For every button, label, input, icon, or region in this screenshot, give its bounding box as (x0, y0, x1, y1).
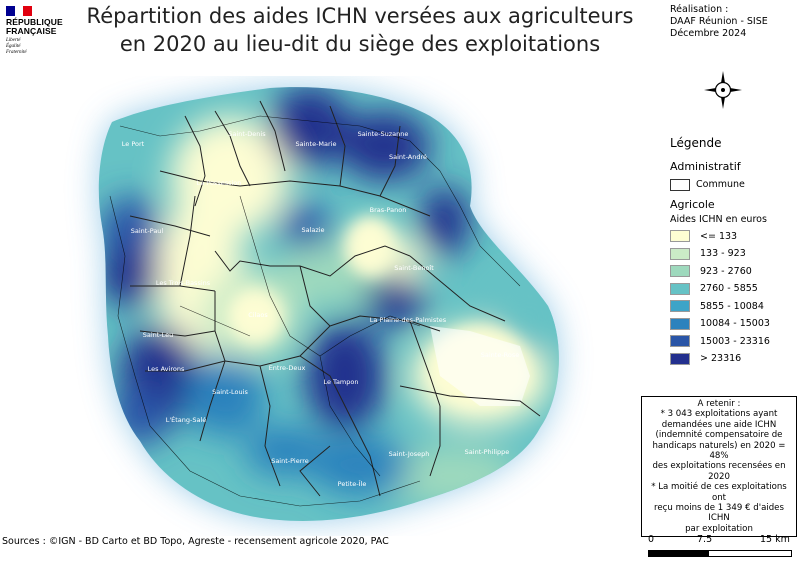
credit-line1: Réalisation : (670, 4, 729, 15)
sources-text: Sources : ©IGN - BD Carto et BD Topo, Ag… (2, 536, 389, 547)
legend-swatch (670, 352, 690, 365)
commune-label-le-tampon: Le Tampon (323, 378, 358, 386)
commune-label-saint-louis: Saint-Louis (212, 388, 248, 396)
commune-label-saint-denis: Saint-Denis (228, 130, 266, 138)
commune-label-le-port: Le Port (122, 140, 145, 148)
legend-class-label: 10084 - 15003 (700, 318, 770, 330)
scale-segment-2 (708, 550, 792, 557)
commune-swatch (670, 178, 690, 191)
legend-class-row: 5855 - 10084 (670, 298, 798, 316)
scale-label-mid: 7.5 (697, 534, 713, 545)
legend-class-label: > 23316 (700, 353, 742, 365)
legend-swatch (670, 265, 690, 278)
commune-label-la-plaine-des-palmistes: La Plaine-des-Palmistes (370, 316, 447, 324)
legend-class-label: 133 - 923 (700, 248, 746, 260)
motto-fraternite: Fraternité (6, 50, 27, 55)
commune-label-saint-paul: Saint-Paul (131, 227, 164, 235)
road-network (109, 115, 521, 507)
legend-class-row: <= 133 (670, 228, 798, 246)
legend-title: Légende (670, 136, 722, 150)
legend-classes: <= 133 133 - 923 923 - 2760 2760 - 5855 5855… (670, 228, 798, 368)
legend-class-label: 923 - 2760 (700, 265, 752, 277)
commune-label-salazie: Salazie (301, 226, 324, 234)
scale-label-end: 15 km (760, 534, 790, 545)
commune-label-bras-panon: Bras-Panon (370, 206, 407, 214)
legend-aid-label: Aides ICHN en euros (670, 213, 767, 225)
scale-label-0: 0 (648, 534, 655, 545)
scale-segment-1 (648, 550, 708, 557)
legend-class-row: > 23316 (670, 350, 798, 368)
commune-label-petite-ile: Petite-Île (338, 479, 367, 488)
commune-label-saint-leu: Saint-Leu (143, 331, 174, 339)
commune-label-saint-andre: Saint-André (389, 153, 427, 161)
credit-block: Réalisation : DAAF Réunion - SISE Décemb… (670, 4, 768, 40)
commune-label-sainte-suzanne: Sainte-Suzanne (358, 130, 409, 138)
logo-name-line2: FRANÇAISE (6, 26, 57, 36)
legend-swatch (670, 247, 690, 260)
scale-bar: 0 7.5 15 km (648, 534, 798, 564)
legend-class-label: 15003 - 23316 (700, 335, 770, 347)
commune-label-saint-pierre: Saint-Pierre (271, 457, 309, 465)
legend-swatch (670, 335, 690, 348)
commune-label-la-possession: La Possession (197, 179, 242, 187)
legend-commune-label: Commune (696, 179, 745, 191)
note-line4: (indemnité compensatoire de (655, 430, 783, 441)
legend-class-row: 10084 - 15003 (670, 315, 798, 333)
legend-commune-row: Commune (670, 176, 798, 194)
note-line9: par exploitation (685, 523, 753, 534)
commune-label-entre-deux: Entre-Deux (269, 364, 306, 372)
legend-class-row: 133 - 923 (670, 245, 798, 263)
legend-class-row: 923 - 2760 (670, 263, 798, 281)
title-line2: en 2020 au lieu-dit du siège des exploit… (119, 32, 601, 56)
credit-line3: Décembre 2024 (670, 28, 747, 39)
legend-agri-heading: Agricole (670, 197, 715, 211)
commune-label-etang-sale: L'Étang-Salé (166, 415, 207, 424)
note-line3: demandées une aide ICHN (661, 419, 777, 430)
commune-label-les-trois-bassins: Les Trois-Bassins (156, 279, 211, 287)
legend-swatch (670, 230, 690, 243)
commune-label-saint-philippe: Saint-Philippe (465, 448, 510, 456)
legend-admin-heading: Administratif (670, 160, 741, 173)
commune-label-saint-joseph: Saint-Joseph (389, 450, 430, 458)
note-line6: des exploitations recensées en 2020 (652, 461, 786, 482)
legend-class-label: 5855 - 10084 (700, 300, 764, 312)
legend-class-row: 15003 - 23316 (670, 333, 798, 351)
note-line5: handicaps naturels) en 2020 = 48% (652, 440, 786, 462)
reunion-map: Saint-Denis Sainte-Suzanne Sainte-Marie … (98, 87, 559, 522)
legend-swatch (670, 300, 690, 313)
commune-label-sainte-marie: Sainte-Marie (296, 140, 337, 148)
logo-name-line1: RÉPUBLIQUE (6, 17, 63, 27)
french-flag-icon (6, 6, 33, 16)
commune-label-sainte-rose: Sainte-Rose (481, 351, 520, 359)
map-title: Répartition des aides ICHN versées aux a… (80, 2, 640, 58)
legend-class-row: 2760 - 5855 (670, 280, 798, 298)
note-line2: * 3 043 exploitations ayant (660, 409, 778, 420)
legend-swatch (670, 317, 690, 330)
note-line8: reçu moins de 1 349 € d'aides ICHN (654, 503, 784, 524)
key-facts-box: A retenir : * 3 043 exploitations ayant … (641, 396, 797, 538)
commune-label-les-avirons: Les Avirons (148, 365, 185, 373)
legend-swatch (670, 282, 690, 295)
note-line7: * La moitié de ces exploitations ont (651, 482, 787, 503)
legend-class-label: 2760 - 5855 (700, 283, 758, 295)
motto-liberte: Liberté (6, 38, 21, 43)
note-line1: A retenir : (697, 399, 741, 409)
title-line1: Répartition des aides ICHN versées aux a… (86, 4, 634, 28)
commune-label-cilaos: Cilaos (248, 311, 268, 319)
low-aid-area (430, 326, 530, 406)
motto-egalite: Égalité (6, 44, 21, 49)
republique-francaise-logo: RÉPUBLIQUE FRANÇAISE Liberté Égalité Fra… (6, 6, 76, 68)
map-legend: Légende Administratif Commune Agricole A… (670, 136, 798, 368)
credit-line2: DAAF Réunion - SISE (670, 16, 768, 27)
commune-label-saint-benoit: Saint-Benoît (394, 264, 434, 272)
legend-class-label: <= 133 (700, 230, 738, 242)
compass-rose-icon (704, 71, 742, 109)
